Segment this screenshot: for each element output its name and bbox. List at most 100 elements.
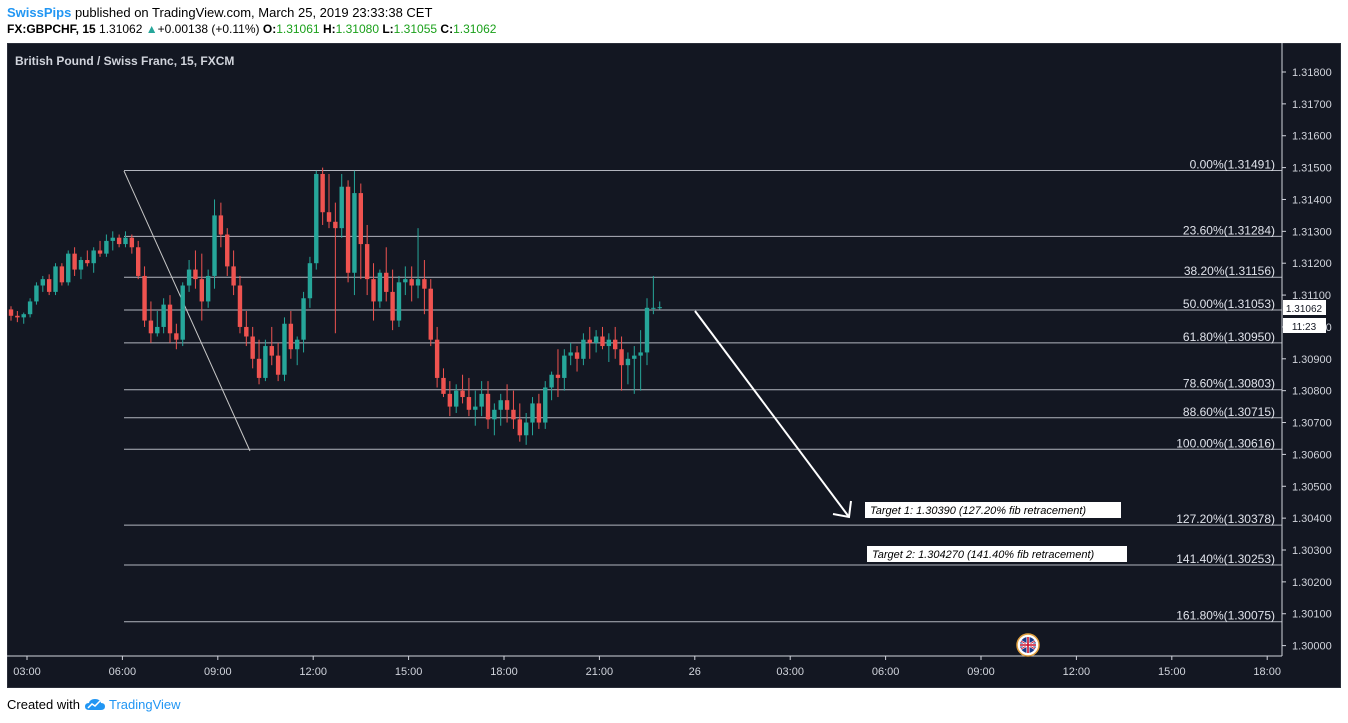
candle[interactable] <box>568 342 573 366</box>
candle[interactable] <box>225 228 230 276</box>
candle[interactable] <box>199 253 204 321</box>
candle[interactable] <box>174 323 179 350</box>
candle[interactable] <box>66 250 71 286</box>
candle[interactable] <box>91 247 96 273</box>
candle[interactable] <box>403 266 408 296</box>
candle[interactable] <box>269 326 274 366</box>
tradingview-logo[interactable]: TradingView <box>84 697 181 712</box>
candle[interactable] <box>148 301 154 343</box>
candle[interactable] <box>498 393 503 426</box>
candle[interactable] <box>193 250 198 289</box>
candle[interactable] <box>364 224 370 296</box>
candle[interactable] <box>282 317 287 382</box>
candle[interactable] <box>161 298 166 334</box>
candle[interactable] <box>422 260 427 315</box>
candle[interactable] <box>15 311 20 323</box>
uk-flag-event-icon[interactable] <box>1016 633 1040 657</box>
candle[interactable] <box>326 173 332 229</box>
candle[interactable] <box>606 333 612 362</box>
candle[interactable] <box>384 247 389 302</box>
candle[interactable] <box>562 349 567 391</box>
candle[interactable] <box>40 275 45 292</box>
candle[interactable] <box>314 170 319 270</box>
candle[interactable] <box>492 403 497 436</box>
candle[interactable] <box>517 403 522 442</box>
candle[interactable] <box>301 291 306 353</box>
candle[interactable] <box>466 377 472 417</box>
candle[interactable] <box>536 393 542 429</box>
candle[interactable] <box>555 349 561 398</box>
candle[interactable] <box>295 336 300 366</box>
candle[interactable] <box>59 263 65 286</box>
candle[interactable] <box>485 381 491 429</box>
candle[interactable] <box>78 256 84 280</box>
candle[interactable] <box>377 269 383 308</box>
candle[interactable] <box>250 326 255 369</box>
candle[interactable] <box>638 330 643 391</box>
candle[interactable] <box>46 274 52 296</box>
candle[interactable] <box>244 311 249 347</box>
candle[interactable] <box>371 263 376 321</box>
candle[interactable] <box>504 384 510 423</box>
candle[interactable] <box>123 231 128 248</box>
candle[interactable] <box>523 412 529 445</box>
candle[interactable] <box>110 231 115 251</box>
candle[interactable] <box>632 346 637 394</box>
candle[interactable] <box>447 381 453 417</box>
candle[interactable] <box>587 326 592 359</box>
target-annotation[interactable]: Target 1: 1.30390 (127.20% fib retraceme… <box>865 502 1121 518</box>
candle[interactable] <box>574 346 580 372</box>
candle[interactable] <box>511 390 516 429</box>
candle[interactable] <box>358 183 363 280</box>
author-link[interactable]: SwissPips <box>7 5 72 20</box>
candle[interactable] <box>212 199 217 289</box>
candle[interactable] <box>415 228 421 299</box>
candle[interactable] <box>345 180 351 283</box>
candle[interactable] <box>530 397 535 436</box>
candle[interactable] <box>396 275 402 327</box>
candle[interactable] <box>167 295 173 343</box>
candle[interactable] <box>460 374 465 404</box>
candle[interactable] <box>104 234 109 257</box>
candle[interactable] <box>625 352 631 385</box>
candle[interactable] <box>390 269 395 331</box>
candle[interactable] <box>97 240 103 257</box>
candle[interactable] <box>651 275 656 315</box>
candle[interactable] <box>581 333 586 366</box>
candle[interactable] <box>142 266 147 327</box>
candle[interactable] <box>205 269 211 308</box>
candle[interactable] <box>352 170 357 296</box>
candle[interactable] <box>53 263 58 296</box>
candle[interactable] <box>116 234 122 248</box>
candle[interactable] <box>155 311 160 337</box>
candle[interactable] <box>543 381 548 429</box>
candle[interactable] <box>136 240 141 280</box>
candle[interactable] <box>231 250 236 296</box>
candle[interactable] <box>275 342 281 382</box>
candle[interactable] <box>320 167 325 225</box>
candle[interactable] <box>21 312 26 324</box>
price-chart[interactable]: British Pound / Swiss Franc, 15, FXCM 0.… <box>7 43 1341 688</box>
candle[interactable] <box>644 298 650 366</box>
candle[interactable] <box>600 326 605 350</box>
candle[interactable] <box>657 301 662 310</box>
candle[interactable] <box>34 282 39 305</box>
candle[interactable] <box>256 339 262 385</box>
candle[interactable] <box>434 326 440 388</box>
candle[interactable] <box>72 247 77 276</box>
candle[interactable] <box>454 384 459 413</box>
candle[interactable] <box>218 202 224 248</box>
candle[interactable] <box>479 381 484 417</box>
candle[interactable] <box>180 282 185 347</box>
candle[interactable] <box>129 234 135 254</box>
candle[interactable] <box>428 279 433 347</box>
candle[interactable] <box>613 326 618 359</box>
candle[interactable] <box>593 330 599 353</box>
candle[interactable] <box>473 390 478 426</box>
candle[interactable] <box>237 275 243 334</box>
candle[interactable] <box>27 298 33 318</box>
candle[interactable] <box>333 202 338 334</box>
candle[interactable] <box>263 339 268 382</box>
candle[interactable] <box>549 371 554 401</box>
candle[interactable] <box>409 266 414 302</box>
